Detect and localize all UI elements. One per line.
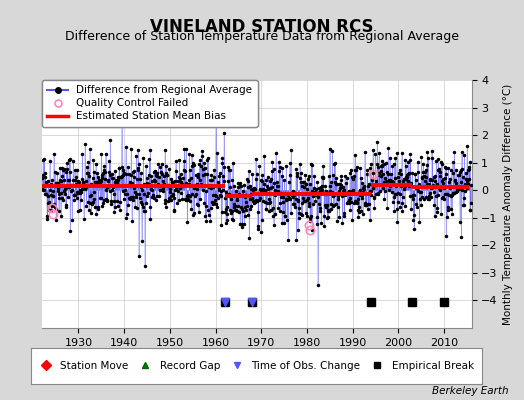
Legend: Difference from Regional Average, Quality Control Failed, Estimated Station Mean: Difference from Regional Average, Qualit…: [42, 80, 257, 127]
Legend: Station Move, Record Gap, Time of Obs. Change, Empirical Break: Station Move, Record Gap, Time of Obs. C…: [37, 358, 477, 374]
Text: Berkeley Earth: Berkeley Earth: [432, 386, 508, 396]
Y-axis label: Monthly Temperature Anomaly Difference (°C): Monthly Temperature Anomaly Difference (…: [504, 83, 514, 325]
Text: VINELAND STATION RCS: VINELAND STATION RCS: [150, 18, 374, 36]
Text: Difference of Station Temperature Data from Regional Average: Difference of Station Temperature Data f…: [65, 30, 459, 43]
